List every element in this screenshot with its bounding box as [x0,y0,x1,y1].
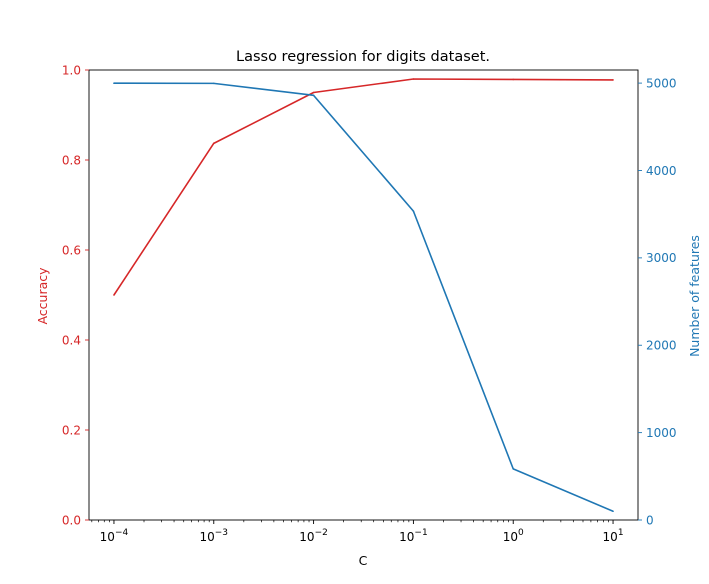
data-point-right [312,94,315,97]
axes-layer: 10−4 10−3 10−2 10−1 100 101 0.0 0.2 0.4 0.6 0.8 1.0… [62,63,677,544]
y-left-tick-label: 0.2 [62,423,81,437]
x-tick-label: 10−3 [199,528,228,544]
data-point-left [412,78,415,80]
x-axis-label: C [359,553,368,568]
y-left-tick-label: 0.0 [62,513,81,527]
data-point-left [113,294,115,296]
data-point-left [312,91,315,94]
y-right-tick-label: 1000 [646,426,677,440]
data-point-left [212,142,215,145]
data-point-right [512,468,515,470]
series-line-left [113,78,614,296]
x-tick-label: 10−1 [399,528,428,544]
x-tick-label: 10−4 [100,528,129,544]
y-axis-label-right: Number of features [687,235,702,357]
y-left-tick-label: 1.0 [62,63,81,77]
y-left-tick-label: 0.4 [62,333,81,347]
y-axis-label-left: Accuracy [35,267,50,325]
data-point-right [412,210,415,212]
data-point-right [612,510,614,513]
plot-frame [88,69,639,521]
x-tick-label: 10−2 [299,528,328,544]
series-layer [113,78,614,513]
chart-title: Lasso regression for digits dataset. [236,49,490,65]
y-right-tick-label: 4000 [646,164,677,178]
data-point-left [512,78,515,81]
series-line-right [113,82,614,512]
x-tick-label: 100 [503,528,524,544]
x-tick-label: 101 [603,528,624,544]
y-right-tick-label: 0 [646,513,654,527]
y-right-tick-label: 5000 [646,76,677,90]
data-point-left [612,79,614,81]
data-point-right [212,82,215,85]
y-left-tick-label: 0.8 [62,153,81,167]
y-right-tick-label: 3000 [646,251,677,265]
data-point-right [113,82,115,84]
y-right-tick-label: 2000 [646,339,677,353]
y-left-tick-label: 0.6 [62,243,81,257]
